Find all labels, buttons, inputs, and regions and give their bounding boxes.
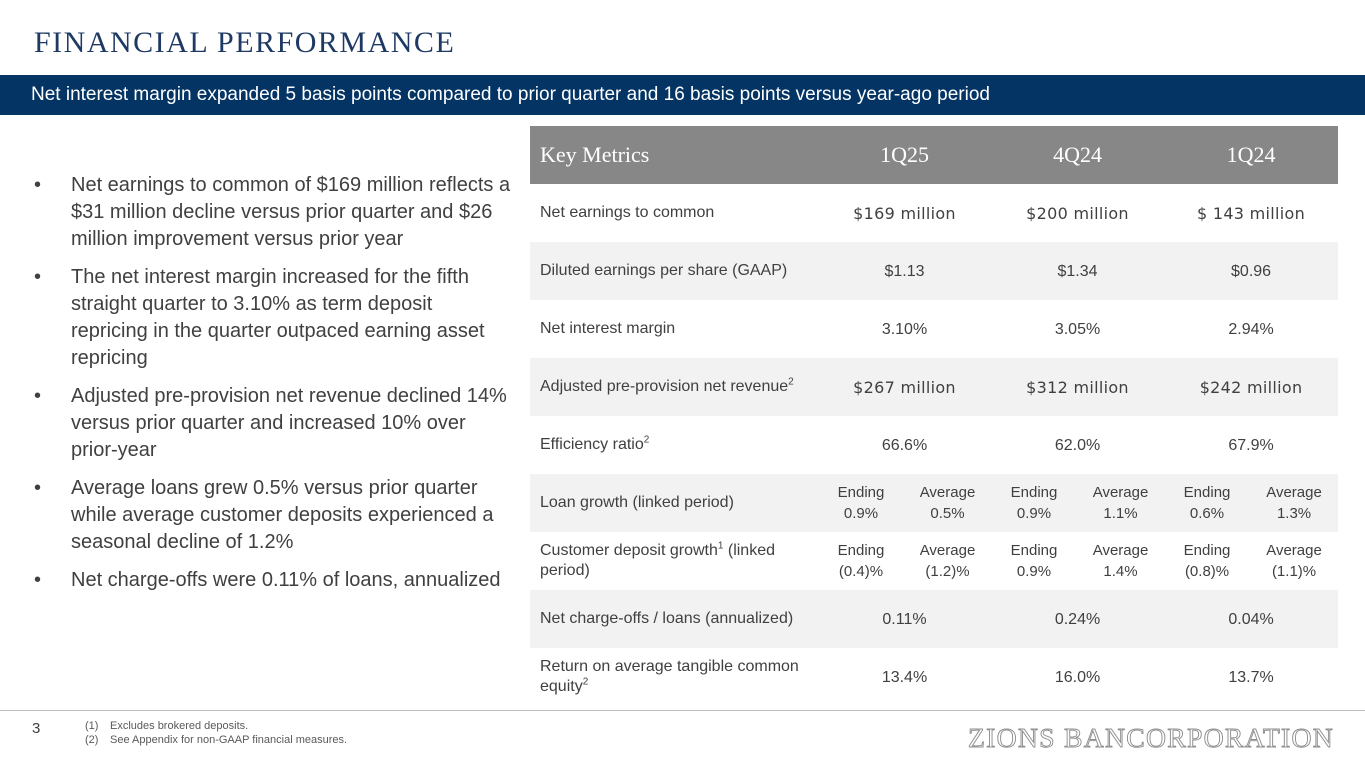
cell-1q24: $242 million [1164, 358, 1339, 416]
cell-1q25: $267 million [818, 358, 992, 416]
cell-1q24: $0.96 [1164, 242, 1339, 300]
cell-average-4q24: Average 1.4% [1092, 542, 1149, 580]
cell-1q24: 67.9% [1228, 436, 1274, 454]
footnote-item: (2) See Appendix for non-GAAP financial m… [85, 734, 348, 746]
bullet-item: • Adjusted pre-provision net revenue decl… [34, 383, 514, 464]
cell-4q24: $1.34 [991, 242, 1165, 300]
cell-ending-1q24: Ending (0.8)% [1183, 542, 1231, 580]
cell-1q25: 13.4% [881, 668, 928, 686]
table-header-row: Key Metrics 1Q25 4Q24 1Q24 [530, 126, 1339, 184]
cell-1q24: 2.94% [1228, 320, 1274, 338]
table-row: Diluted earnings per share (GAAP) $1.13 … [530, 242, 1339, 300]
header-4q24: 4Q24 [991, 126, 1165, 184]
table-row: Adjusted pre-provision net revenue2 $267… [530, 358, 1339, 416]
footnote-ref: 2 [582, 676, 589, 688]
row-label: Return on average tangible common equity… [530, 648, 818, 706]
bullet-marker: • [34, 569, 42, 591]
cell-average-1q25: Average (1.2)% [919, 542, 976, 580]
zions-logo: ZIONS BANCORPORATION [968, 723, 1334, 754]
table-row: Net earnings to common $169 million $200… [530, 184, 1338, 242]
bullet-item: • Net charge-offs were 0.11% of loans, an… [34, 567, 514, 594]
page-number: 3 [32, 720, 41, 737]
row-label: Adjusted pre-provision net revenue2 [530, 358, 818, 416]
row-label-text: Efficiency ratio [540, 436, 644, 453]
cell-1q24: $ 143 million [1196, 203, 1306, 223]
footer-divider [0, 710, 1365, 711]
row-label: Customer deposit growth1 (linked period) [530, 532, 818, 590]
cell-4q24: $312 million [991, 358, 1165, 416]
table-row: Efficiency ratio2 66.6% 62.0% 67.9% [530, 416, 1338, 474]
footnote-ref: 2 [643, 434, 650, 446]
page-title: FINANCIAL PERFORMANCE [34, 26, 456, 59]
bullet-marker: • [34, 385, 42, 407]
header-1q25: 1Q25 [818, 126, 992, 184]
row-label-text: Adjusted pre-provision net revenue [540, 378, 789, 395]
cell-ending-1q25: Ending 0.9% [818, 474, 904, 532]
row-label-text: Customer deposit growth [540, 542, 718, 559]
cell-1q25: 66.6% [881, 436, 928, 454]
bullet-item: • The net interest margin increased for t… [34, 264, 514, 372]
row-label: Net earnings to common [540, 204, 715, 221]
footnotes: (1) Excludes brokered deposits. (2) See Ap… [85, 719, 347, 747]
bullet-text: Net charge-offs were 0.11% of loans, ann… [71, 569, 501, 591]
cell-4q24: 16.0% [1054, 668, 1101, 686]
table-row: Return on average tangible common equity… [530, 648, 1338, 706]
cell-1q25: $1.13 [818, 242, 992, 300]
footnote-ref: 2 [788, 376, 794, 388]
bullet-text: The net interest margin increased for th… [71, 266, 485, 369]
bullet-text: Net earnings to common of $169 million r… [71, 174, 511, 250]
bullet-text: Average loans grew 0.5% versus prior qua… [71, 477, 494, 553]
cell-1q24: 13.7% [1228, 668, 1274, 686]
row-label: Efficiency ratio2 [530, 416, 818, 474]
bullet-marker: • [34, 477, 42, 499]
row-label: Net charge-offs / loans (annualized) [530, 590, 818, 648]
headline-text: Net interest margin expanded 5 basis poi… [31, 84, 990, 105]
bullet-list: • Net earnings to common of $169 million … [34, 172, 514, 605]
header-1q24: 1Q24 [1164, 126, 1339, 184]
row-label: Net interest margin [540, 320, 676, 337]
headline-banner: Net interest margin expanded 5 basis poi… [0, 75, 1365, 115]
footnote-ref: 1 [717, 540, 724, 552]
cell-4q24: 62.0% [1054, 436, 1101, 454]
cell-4q24: 0.24% [991, 590, 1165, 648]
cell-average-4q24: Average 1.1% [1077, 474, 1165, 532]
bullet-marker: • [34, 266, 42, 288]
table-row: Customer deposit growth1 (linked period)… [530, 532, 1338, 590]
bullet-text: Adjusted pre-provision net revenue decli… [71, 385, 507, 461]
row-label: Diluted earnings per share (GAAP) [530, 242, 818, 300]
cell-ending-4q24: Ending 0.9% [1010, 542, 1058, 580]
cell-4q24: 3.05% [1054, 320, 1101, 338]
table-row: Net interest margin 3.10% 3.05% 2.94% [530, 300, 1338, 358]
cell-1q25: 3.10% [881, 320, 928, 338]
bullet-item: • Average loans grew 0.5% versus prior qu… [34, 475, 514, 556]
cell-ending-4q24: Ending 0.9% [991, 474, 1078, 532]
row-label-suffix: (linked period) [540, 542, 775, 579]
cell-1q25: 0.11% [818, 590, 992, 648]
table-row: Net charge-offs / loans (annualized) 0.1… [530, 590, 1339, 648]
cell-1q25: $169 million [853, 203, 956, 223]
cell-average-1q24: Average 1.3% [1250, 474, 1339, 532]
table-row: Loan growth (linked period) Ending 0.9% A… [530, 474, 1339, 532]
row-label-text: Return on average tangible common equity [540, 658, 799, 695]
cell-4q24: $200 million [1026, 203, 1129, 223]
header-key-metrics: Key Metrics [530, 126, 818, 184]
bullet-marker: • [34, 174, 42, 196]
cell-average-1q24: Average (1.1)% [1266, 542, 1322, 580]
key-metrics-table: Key Metrics 1Q25 4Q24 1Q24 Net earnings … [530, 126, 1339, 706]
bullet-item: • Net earnings to common of $169 million … [34, 172, 514, 253]
cell-average-1q25: Average 0.5% [904, 474, 992, 532]
svg-text:ZIONS BANCORPORATION: ZIONS BANCORPORATION [968, 723, 1334, 753]
row-label: Loan growth (linked period) [530, 474, 818, 532]
cell-ending-1q24: Ending 0.6% [1164, 474, 1251, 532]
cell-ending-1q25: Ending (0.4)% [837, 542, 885, 580]
cell-1q24: 0.04% [1164, 590, 1339, 648]
footnote-item: (1) Excludes brokered deposits. [85, 720, 249, 732]
